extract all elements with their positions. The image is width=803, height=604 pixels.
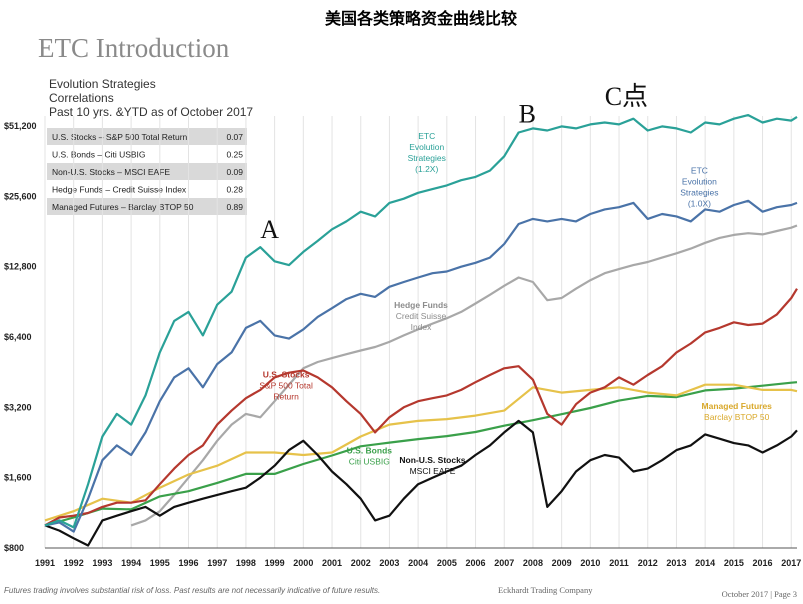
series-label-sp500: U.S. Stocks [263,369,310,379]
x-tick-label: 2002 [351,558,371,568]
series-label-hedge: Index [411,322,433,332]
x-tick-label: 1997 [207,558,227,568]
x-tick-label: 1992 [64,558,84,568]
table-row-value: 0.25 [226,150,243,160]
footer-page: October 2017 | Page 3 [722,589,797,599]
x-tick-label: 2003 [379,558,399,568]
series-line-etc10 [44,199,798,533]
x-tick-label: 2000 [293,558,313,568]
series-label-hedge: Credit Suisse [396,311,447,321]
y-axis: $800 $1,600 $3,200 $6,400 $12,800 $25,600 $51,… [4,121,37,553]
x-axis: 1991 1992 1993 1994 1995 1996 1997 1998 1999 2000… [35,558,801,568]
table-row-value: 0.89 [226,202,243,212]
x-tick-label: 2009 [552,558,572,568]
table-row-name: U.S. Bonds – Citi USBIG [52,150,146,160]
y-tick-label: $6,400 [4,332,32,342]
correlation-table: U.S. Stocks – S&P 500 Total Return 0.07 U.… [47,128,247,215]
table-row-bg [47,128,247,145]
series-line-managed [44,383,798,522]
series-label-etc12: Strategies [408,153,446,163]
x-tick-label: 2008 [523,558,543,568]
x-tick-label: 2012 [638,558,658,568]
series-label-sp500: S&P 500 Total [259,380,313,390]
x-tick-label: 1991 [35,558,55,568]
x-tick-label: 2007 [494,558,514,568]
series-label-eafe: MSCI EAFE [410,466,456,476]
annotation-label: C点 [605,82,648,111]
y-tick-label: $3,200 [4,402,32,412]
series-label-sp500: Return [273,391,299,401]
series-label-managed: Barclay BTOP 50 [704,412,770,422]
series-label-etc12: ETC [418,131,435,141]
y-tick-label: $12,800 [4,262,37,272]
table-row-value: 0.28 [226,185,243,195]
y-tick-label: $25,600 [4,191,37,201]
x-tick-label: 2014 [695,558,715,568]
x-tick-label: 1999 [265,558,285,568]
series-label-etc12: (1.2X) [415,164,438,174]
x-tick-label: 2017 [781,558,801,568]
series-label-bonds: Citi USBIG [349,457,390,467]
table-row-value: 0.09 [226,167,243,177]
y-tick-label: $1,600 [4,473,32,483]
table-row-name: U.S. Stocks – S&P 500 Total Return [52,132,188,142]
footer-company: Eckhardt Trading Company [498,585,593,595]
annotations: A B C点 [260,82,648,244]
x-tick-label: 1994 [121,558,141,568]
subtitle-line: Past 10 yrs. &YTD as of October 2017 [49,105,253,119]
annotation-label: A [260,215,279,244]
section-title: ETC Introduction [38,33,230,63]
series-group [44,113,798,547]
table-row-name: Managed Futures – Barclay BTOP 50 [52,202,194,212]
grid-lines [44,116,797,549]
x-tick-label: 2005 [437,558,457,568]
table-row-value: 0.07 [226,132,243,142]
x-tick-label: 1996 [178,558,198,568]
table-row-name: Non-U.S. Stocks – MSCI EAFE [52,167,170,177]
series-label-eafe: Non-U.S. Stocks [399,455,465,465]
series-line-bonds [44,381,798,527]
series-label-etc10: Strategies [680,188,718,198]
series-label-etc10: Evolution [682,177,717,187]
x-tick-label: 2010 [580,558,600,568]
series-label-managed: Managed Futures [702,401,773,411]
series-label-etc12: Evolution [409,142,444,152]
x-tick-label: 2013 [666,558,686,568]
x-tick-label: 2015 [724,558,744,568]
y-tick-label: $51,200 [4,121,37,131]
y-tick-label: $800 [4,543,24,553]
footer-disclaimer: Futures trading involves substantial ris… [4,586,380,595]
table-row-bg [47,198,247,215]
x-tick-label: 1998 [236,558,256,568]
table-row-bg [47,163,247,180]
series-line-eafe [44,419,798,547]
series-line-etc12 [44,113,798,529]
series-label-bonds: U.S. Bonds [347,446,393,456]
x-tick-label: 2004 [408,558,428,568]
page-title: 美国各类策略资金曲线比较 [325,9,517,28]
x-tick-label: 1993 [92,558,112,568]
x-tick-label: 2006 [466,558,486,568]
x-tick-label: 2016 [753,558,773,568]
table-row-name: Hedge Funds – Credit Suisse Index [52,185,187,195]
annotation-label: B [519,99,536,128]
x-tick-label: 1995 [150,558,170,568]
subtitle-line: Evolution Strategies [49,77,156,91]
subtitle-line: Correlations [49,91,114,105]
series-label-etc10: ETC [691,166,708,176]
series-line-sp500 [44,288,798,527]
series-label-hedge: Hedge Funds [394,300,448,310]
series-line-hedge [130,224,798,527]
x-tick-label: 2011 [609,558,629,568]
series-label-etc10: (1.0X) [688,199,711,209]
x-tick-label: 2001 [322,558,342,568]
